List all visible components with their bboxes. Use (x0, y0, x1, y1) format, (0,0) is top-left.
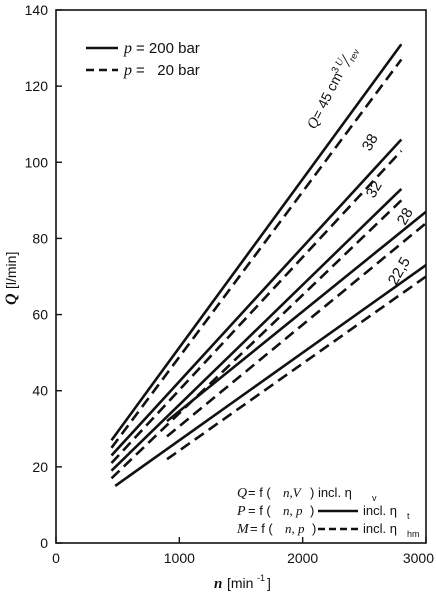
x-axis-unit-close: ] (267, 575, 271, 591)
x-axis-ticks: 0 1000 2000 3000 (52, 537, 434, 566)
x-tick-label: 2000 (287, 550, 318, 566)
legend-dashed-var: p (123, 62, 132, 79)
x-axis-var: n (214, 576, 222, 592)
series-line-20bar (110, 149, 403, 464)
series-line-20bar (166, 222, 427, 438)
x-tick-label: 0 (52, 550, 60, 566)
series-line-200bar (114, 264, 427, 487)
y-axis-unit: [l/min] (3, 252, 19, 289)
curve-label-38: 38 (359, 131, 382, 154)
legend-solid-text: = 200 bar (136, 40, 200, 57)
q-45-text: = 45 cm (308, 70, 345, 122)
series-line-20bar (166, 275, 427, 461)
curve-label-28: 28 (394, 205, 417, 228)
formula-m-var: M (236, 522, 250, 537)
q-45-label: Q = 45 cm 3 U rev (304, 47, 362, 132)
formula-m-args: n, p (285, 521, 305, 536)
q-45-frac-den: rev (347, 47, 362, 63)
legend-solid-var: p (123, 40, 132, 57)
y-tick-label: 0 (40, 535, 48, 551)
q-45-frac-slash (342, 53, 350, 67)
y-tick-label: 100 (25, 154, 49, 170)
y-tick-label: 20 (32, 459, 48, 475)
formula-q-text: = f ( (248, 485, 271, 500)
series-line-200bar (166, 210, 427, 423)
x-axis-unit: [min (227, 575, 253, 591)
curve-label-22-5: 22,5 (385, 254, 414, 288)
formula-p-args: n, p (283, 503, 303, 518)
y-tick-label: 60 (32, 307, 48, 323)
series-line-200bar (110, 43, 403, 441)
y-axis-var: Q (3, 293, 20, 305)
series-line-20bar (110, 58, 403, 449)
formula-m-tail: incl. η (363, 521, 397, 536)
x-axis-title: n [min -1 ] (214, 573, 271, 592)
formula-p-tail: incl. η (363, 503, 397, 518)
x-axis-unit-sup: -1 (257, 573, 265, 583)
x-tick-label: 1000 (164, 550, 195, 566)
q-45-sup: 3 (330, 65, 343, 75)
formula-q-var: Q (237, 486, 247, 501)
series-line-200bar (110, 138, 403, 457)
y-tick-label: 80 (32, 230, 48, 246)
legend: p = 200 bar p = 20 bar (86, 40, 200, 79)
formula-p-sub: t (407, 511, 410, 521)
x-tick-label: 3000 (403, 550, 434, 566)
formula-q-close: ) incl. η (310, 485, 352, 500)
formula-m-text: = f ( (250, 521, 273, 536)
legend-dashed-text: = 20 bar (136, 62, 200, 79)
y-axis-ticks: 0 20 40 60 80 100 120 140 (25, 2, 62, 551)
series-line-200bar (110, 188, 403, 472)
formula-q-sub: v (372, 493, 377, 503)
formula-box: Q = f ( n,V ) incl. η v P = f ( n, p ) i… (236, 485, 420, 539)
formula-p-close: ) (310, 503, 314, 518)
y-axis-title: Q [l/min] (3, 252, 20, 305)
y-tick-label: 40 (32, 383, 48, 399)
formula-p-text: = f ( (248, 503, 271, 518)
formula-m-sub: hm (407, 529, 420, 539)
formula-p-var: P (236, 504, 246, 519)
formula-m-close: ) (312, 521, 316, 536)
formula-q-args: n,V (283, 485, 303, 500)
y-tick-label: 140 (25, 2, 49, 18)
y-tick-label: 120 (25, 78, 49, 94)
series-layer (110, 43, 427, 487)
curve-label-32: 32 (363, 178, 386, 201)
